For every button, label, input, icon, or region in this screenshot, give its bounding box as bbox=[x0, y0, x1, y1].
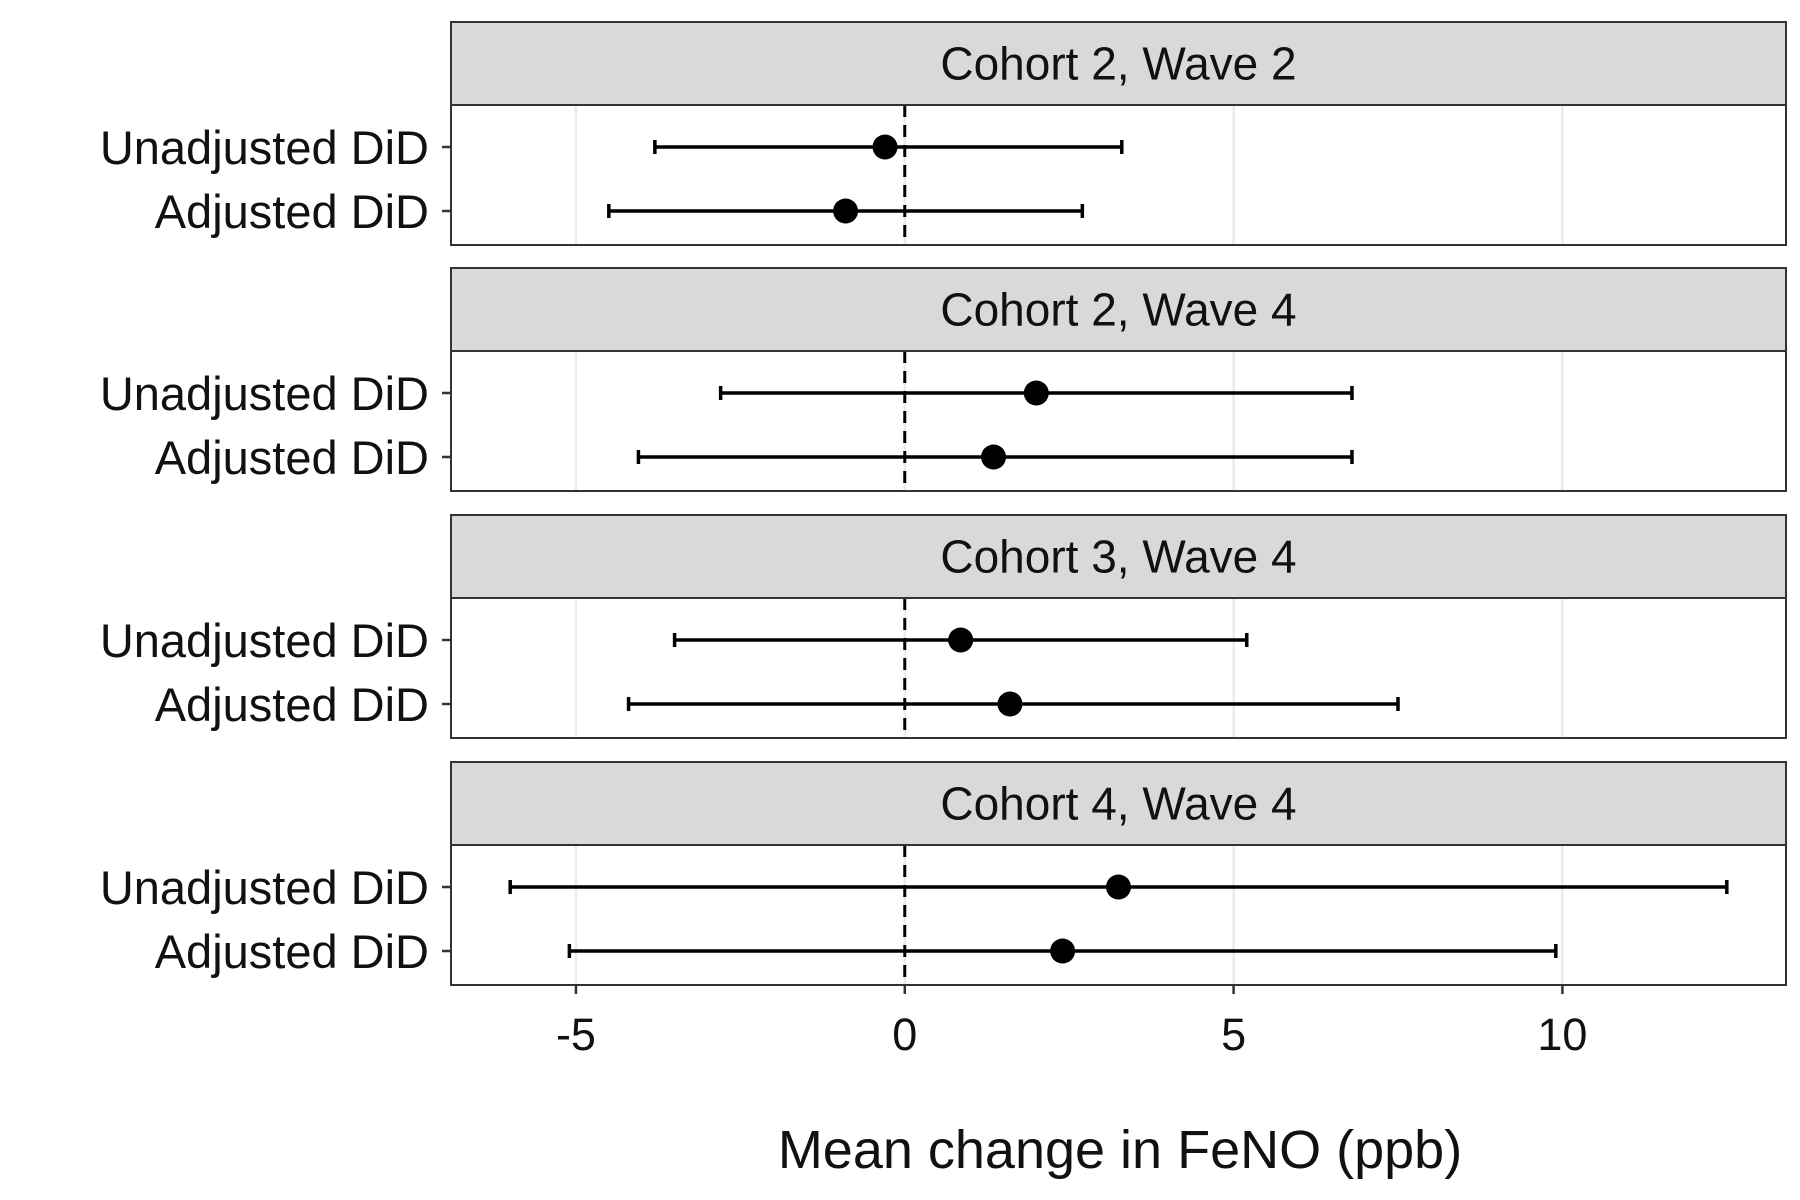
category-label: Adjusted DiD bbox=[155, 678, 429, 731]
category-label: Unadjusted DiD bbox=[100, 614, 429, 667]
category-label: Adjusted DiD bbox=[155, 431, 429, 484]
panel-border bbox=[450, 104, 1787, 246]
facet-panel: Cohort 4, Wave 4 Unadjusted DiD Adjusted D… bbox=[100, 761, 1787, 986]
point-estimate bbox=[1106, 874, 1131, 900]
panel-border bbox=[450, 597, 1787, 739]
facet-strip bbox=[450, 267, 1787, 352]
panel-background bbox=[451, 845, 1786, 985]
point-estimate bbox=[997, 691, 1023, 717]
panel-background bbox=[451, 598, 1786, 738]
x-axis-title: Mean change in FeNO (ppb) bbox=[778, 1120, 1462, 1180]
x-tick-label: 5 bbox=[1221, 1009, 1246, 1060]
point-estimate bbox=[1023, 380, 1049, 406]
facet-strip-label: Cohort 3, Wave 4 bbox=[940, 531, 1296, 583]
panel-background bbox=[451, 105, 1786, 245]
category-label: Adjusted DiD bbox=[155, 185, 429, 238]
facet-strip-label: Cohort 2, Wave 4 bbox=[940, 284, 1296, 336]
x-tick-label: 10 bbox=[1537, 1009, 1587, 1060]
x-tick-label: -5 bbox=[556, 1009, 596, 1060]
x-axis: -5 0 5 10 bbox=[556, 985, 1587, 1060]
facet-strip bbox=[450, 761, 1787, 846]
point-estimate bbox=[948, 627, 974, 653]
x-tick-label: 0 bbox=[892, 1009, 917, 1060]
point-estimate bbox=[833, 198, 859, 224]
category-label: Unadjusted DiD bbox=[100, 121, 429, 174]
panel-border bbox=[450, 350, 1787, 492]
point-estimate bbox=[981, 444, 1007, 470]
point-estimate bbox=[872, 134, 898, 160]
facet-strip-label: Cohort 2, Wave 2 bbox=[940, 38, 1296, 90]
category-label: Unadjusted DiD bbox=[100, 861, 429, 914]
category-label: Unadjusted DiD bbox=[100, 367, 429, 420]
facet-panel: Cohort 2, Wave 4 Unadjusted DiD Adjusted D… bbox=[100, 267, 1787, 492]
category-label: Adjusted DiD bbox=[155, 925, 429, 978]
panel-background bbox=[451, 351, 1786, 491]
panel-border bbox=[450, 844, 1787, 986]
facet-panel: Cohort 3, Wave 4 Unadjusted DiD Adjusted D… bbox=[100, 514, 1787, 739]
facet-strip-label: Cohort 4, Wave 4 bbox=[940, 778, 1296, 830]
facet-strip bbox=[450, 21, 1787, 106]
facet-panel: Cohort 2, Wave 2 Unadjusted DiD Adjusted D… bbox=[100, 21, 1787, 246]
point-estimate bbox=[1050, 938, 1076, 964]
